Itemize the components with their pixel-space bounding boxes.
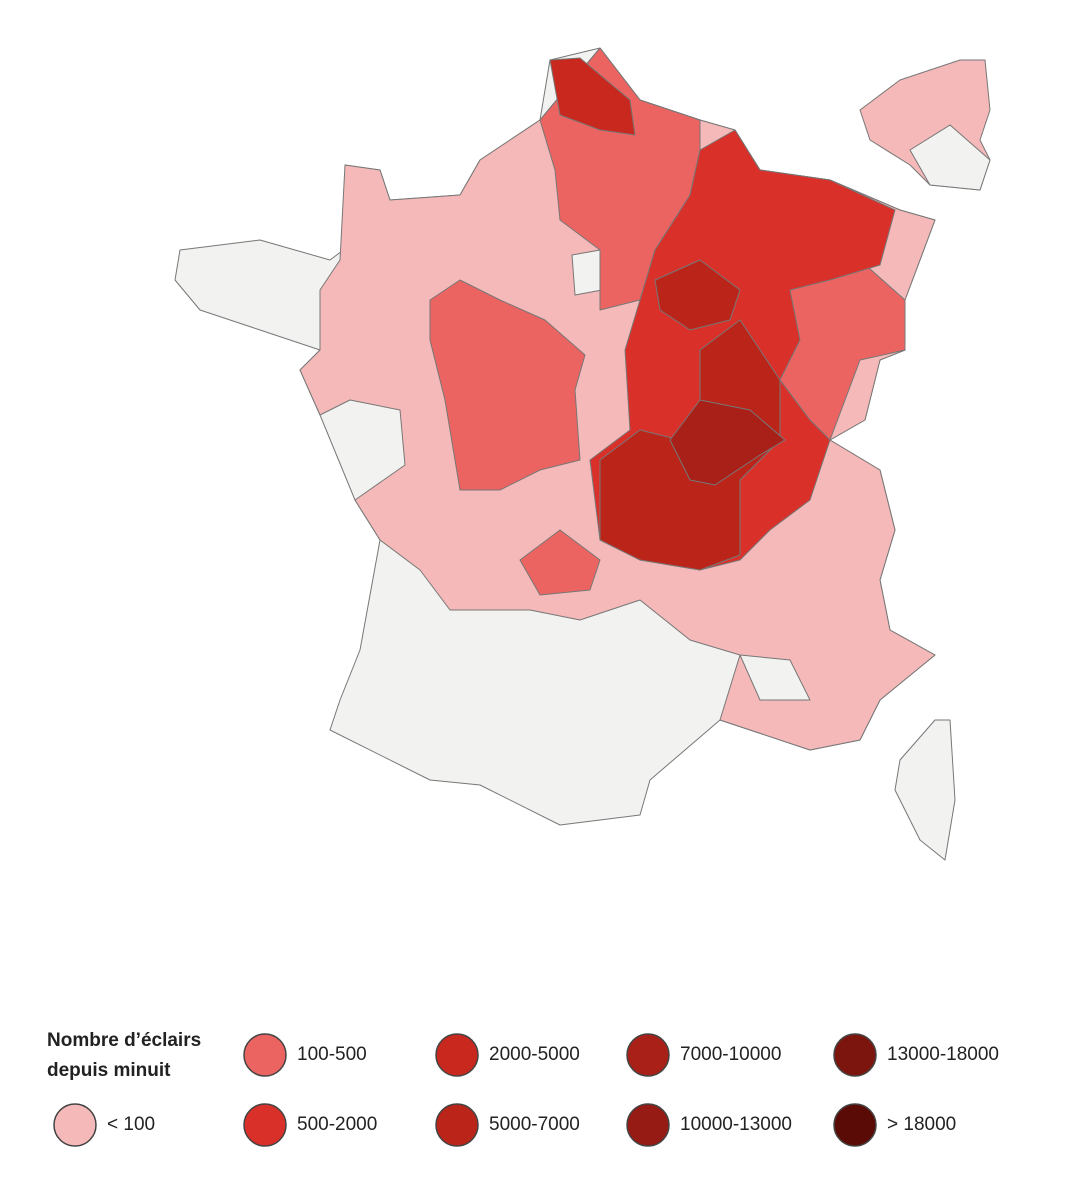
legend-label: 7000-10000 [680, 1044, 781, 1065]
legend-swatch [435, 1103, 479, 1147]
legend-swatch [833, 1103, 877, 1147]
legend-title: Nombre d’éclairs [47, 1030, 201, 1051]
legend-label: > 18000 [887, 1114, 956, 1135]
legend-swatch [833, 1033, 877, 1077]
legend-label: 13000-18000 [887, 1044, 999, 1065]
legend-swatch [243, 1103, 287, 1147]
map [174, 47, 991, 861]
inset-region [909, 124, 991, 191]
corsica [894, 719, 956, 861]
region [669, 399, 786, 486]
legend: Nombre d’éclairs depuis minuit < 100 100-50… [47, 1030, 999, 1147]
region [519, 529, 601, 596]
legend-label: 2000-5000 [489, 1044, 580, 1065]
legend-title: depuis minuit [47, 1060, 171, 1081]
legend-label: 10000-13000 [680, 1114, 792, 1135]
legend-label: < 100 [107, 1114, 155, 1135]
legend-swatch [626, 1103, 670, 1147]
region [571, 249, 603, 296]
region [429, 279, 586, 491]
legend-swatch [243, 1033, 287, 1077]
region [739, 654, 811, 701]
region [549, 57, 636, 136]
legend-label: 500-2000 [297, 1114, 377, 1135]
legend-swatch [53, 1103, 97, 1147]
legend-swatch [435, 1033, 479, 1077]
legend-label: 100-500 [297, 1044, 367, 1065]
legend-swatch [626, 1033, 670, 1077]
region [654, 259, 741, 331]
legend-label: 5000-7000 [489, 1114, 580, 1135]
